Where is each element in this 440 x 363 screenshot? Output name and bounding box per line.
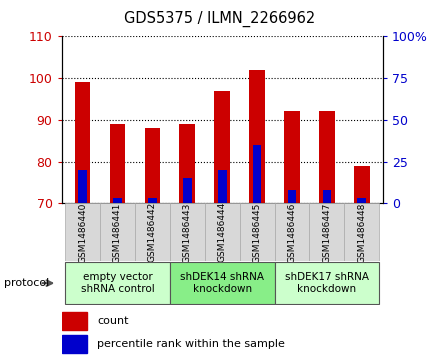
Text: GSM1486448: GSM1486448 <box>357 202 367 262</box>
Bar <box>62 335 87 354</box>
Bar <box>75 82 90 203</box>
Text: GDS5375 / ILMN_2266962: GDS5375 / ILMN_2266962 <box>125 11 315 27</box>
Bar <box>284 111 300 203</box>
Bar <box>214 90 230 203</box>
Text: GSM1486444: GSM1486444 <box>218 202 227 262</box>
Bar <box>65 203 100 261</box>
Bar <box>170 262 275 304</box>
Text: percentile rank within the sample: percentile rank within the sample <box>97 339 285 350</box>
Bar <box>275 203 309 261</box>
Bar <box>345 203 379 261</box>
Bar <box>240 203 275 261</box>
Text: GSM1486442: GSM1486442 <box>148 202 157 262</box>
Text: empty vector
shRNA control: empty vector shRNA control <box>81 272 154 294</box>
Text: GSM1486440: GSM1486440 <box>78 202 87 262</box>
Text: GSM1486441: GSM1486441 <box>113 202 122 262</box>
Bar <box>183 178 192 203</box>
Text: GSM1486443: GSM1486443 <box>183 202 192 262</box>
Bar <box>275 262 379 304</box>
Bar <box>323 190 331 203</box>
Bar <box>62 312 87 330</box>
Text: protocol: protocol <box>4 278 50 288</box>
Text: count: count <box>97 316 128 326</box>
Bar <box>309 203 345 261</box>
Bar <box>249 70 265 203</box>
Bar <box>135 203 170 261</box>
Bar <box>110 124 125 203</box>
Text: shDEK17 shRNA
knockdown: shDEK17 shRNA knockdown <box>285 272 369 294</box>
Text: GSM1486446: GSM1486446 <box>287 202 297 262</box>
Bar <box>78 170 87 203</box>
Text: GSM1486447: GSM1486447 <box>323 202 331 262</box>
Bar <box>100 203 135 261</box>
Bar <box>357 198 366 203</box>
Bar <box>148 198 157 203</box>
Bar <box>354 166 370 203</box>
Bar <box>218 170 227 203</box>
Bar <box>253 145 261 203</box>
Text: GSM1486445: GSM1486445 <box>253 202 262 262</box>
Bar <box>205 203 240 261</box>
Text: shDEK14 shRNA
knockdown: shDEK14 shRNA knockdown <box>180 272 264 294</box>
Bar <box>65 262 170 304</box>
Bar <box>288 190 297 203</box>
Bar <box>319 111 335 203</box>
Bar <box>144 128 160 203</box>
Bar <box>113 198 122 203</box>
Bar <box>180 124 195 203</box>
Bar <box>170 203 205 261</box>
